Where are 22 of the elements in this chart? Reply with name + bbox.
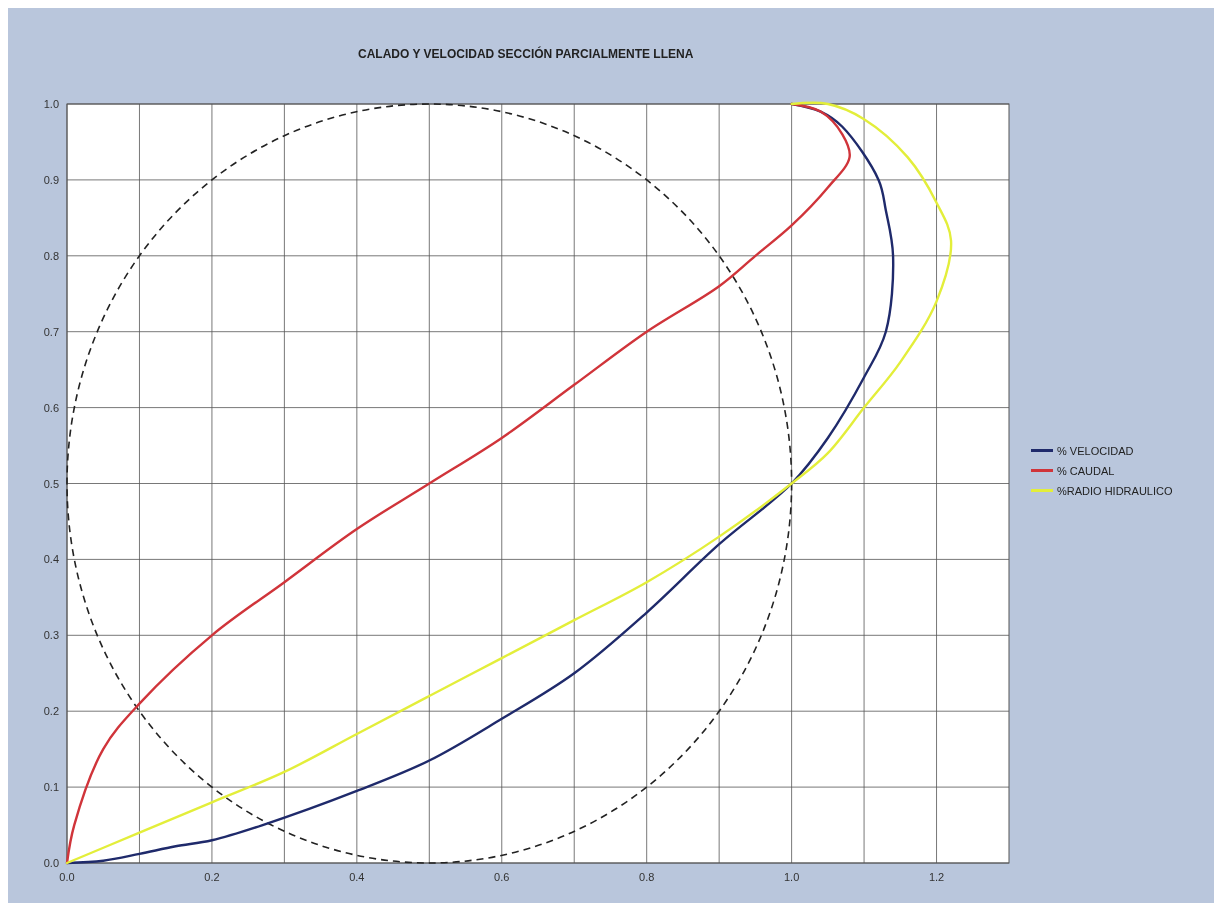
x-tick-label: 0.6 (494, 871, 510, 883)
legend-label: % CAUDAL (1057, 464, 1115, 477)
y-tick-label: 0.4 (43, 553, 59, 566)
y-tick-label: 0.8 (43, 249, 59, 262)
y-tick-label: 0.5 (43, 477, 59, 490)
x-tick-label: 0.8 (639, 871, 655, 883)
x-tick-label: 1.2 (928, 871, 945, 883)
y-tick-label: 0.9 (43, 173, 59, 186)
legend-label: %RADIO HIDRAULICO (1057, 484, 1173, 497)
y-tick-label: 0.7 (43, 325, 59, 338)
x-tick-label: 0.4 (349, 871, 365, 883)
legend-label: % VELOCIDAD (1057, 444, 1134, 457)
y-tick-label: 0.0 (43, 857, 59, 869)
y-tick-label: 0.1 (43, 781, 59, 794)
y-tick-label: 1.0 (43, 98, 59, 110)
y-tick-label: 0.6 (43, 401, 59, 414)
y-tick-label: 0.2 (43, 705, 59, 718)
x-tick-label: 0.0 (59, 871, 75, 883)
x-tick-label: 0.2 (204, 871, 220, 883)
y-tick-label: 0.3 (43, 629, 59, 642)
x-tick-label: 1.0 (783, 871, 800, 883)
chart-title: CALADO Y VELOCIDAD SECCIÓN PARCIALMENTE LLENA (358, 46, 694, 61)
